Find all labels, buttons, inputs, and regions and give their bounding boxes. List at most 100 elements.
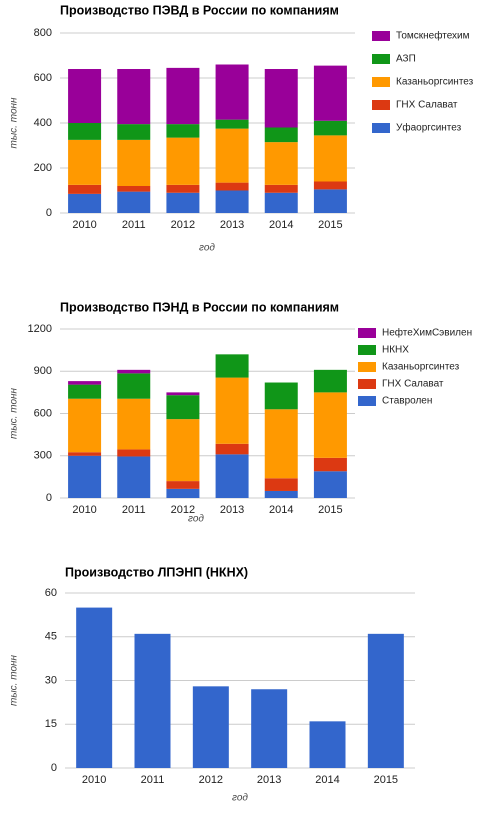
bar bbox=[76, 607, 113, 768]
y-tick-label: 600 bbox=[34, 72, 52, 84]
bar-segment bbox=[215, 454, 249, 498]
bar-segment bbox=[215, 377, 249, 444]
bar-segment bbox=[117, 124, 151, 140]
bar-segment bbox=[313, 471, 347, 498]
x-tick-label: 2011 bbox=[122, 219, 146, 231]
bar-segment bbox=[68, 455, 102, 498]
x-axis-label: год bbox=[199, 243, 215, 254]
y-tick-label: 400 bbox=[34, 117, 52, 129]
bar-segment bbox=[68, 184, 102, 194]
chart-title: Производство ЛПЭНП (НКНХ) bbox=[65, 565, 248, 579]
legend-label: Уфаоргсинтез bbox=[396, 122, 462, 134]
bar-segment bbox=[166, 67, 200, 125]
bar-segment bbox=[68, 381, 102, 385]
x-tick-label: 2015 bbox=[318, 219, 342, 231]
x-tick-label: 2011 bbox=[141, 774, 165, 786]
bar-segment bbox=[68, 193, 102, 213]
bar-segment bbox=[215, 128, 249, 183]
bar-segment bbox=[166, 137, 200, 185]
x-axis-label: год bbox=[232, 793, 248, 804]
legend-swatch bbox=[372, 54, 390, 64]
bar-segment bbox=[215, 354, 249, 378]
bar-segment bbox=[166, 192, 200, 213]
x-tick-label: 2015 bbox=[318, 504, 342, 516]
bar-segment bbox=[68, 139, 102, 185]
legend-label: Казаньоргсинтез bbox=[382, 362, 460, 373]
chart-title: Производство ПЭНД в России по компаниям bbox=[60, 300, 339, 314]
bar-segment bbox=[117, 69, 151, 125]
x-axis-label: год bbox=[188, 514, 204, 525]
bar-segment bbox=[264, 184, 298, 193]
y-tick-label: 600 bbox=[34, 407, 52, 419]
bar-segment bbox=[166, 419, 200, 482]
bar-segment bbox=[117, 191, 151, 213]
bar-segment bbox=[313, 189, 347, 213]
bar-segment bbox=[117, 369, 151, 374]
y-tick-label: 300 bbox=[34, 450, 52, 462]
bar-segment bbox=[264, 382, 298, 410]
legend-swatch bbox=[358, 345, 376, 355]
bar-segment bbox=[215, 443, 249, 455]
x-tick-label: 2010 bbox=[72, 219, 96, 231]
bar-segment bbox=[313, 181, 347, 190]
legend-swatch bbox=[372, 123, 390, 133]
y-axis-label: тыс. тонн bbox=[9, 97, 20, 149]
legend-swatch bbox=[372, 31, 390, 41]
legend-label: НКНХ bbox=[382, 345, 409, 356]
legend-swatch bbox=[358, 362, 376, 372]
bar-segment bbox=[166, 488, 200, 498]
bar-segment bbox=[68, 398, 102, 453]
x-tick-label: 2011 bbox=[122, 504, 146, 516]
x-tick-label: 2012 bbox=[171, 504, 195, 516]
bar-segment bbox=[68, 69, 102, 123]
bar bbox=[367, 633, 404, 768]
bar-segment bbox=[264, 142, 298, 185]
bar-segment bbox=[264, 69, 298, 128]
legend-swatch bbox=[358, 396, 376, 406]
bar-segment bbox=[215, 182, 249, 191]
bar-segment bbox=[117, 186, 151, 192]
legend-swatch bbox=[372, 77, 390, 87]
bar-segment bbox=[68, 452, 102, 456]
bar-segment bbox=[117, 449, 151, 457]
legend-swatch bbox=[372, 100, 390, 110]
legend-label: НефтеХимСэвилен bbox=[382, 327, 472, 339]
chart-title: Производство ПЭВД в России по компаниям bbox=[60, 3, 339, 17]
legend-label: Ставролен bbox=[382, 396, 432, 407]
bar-segment bbox=[166, 392, 200, 396]
y-tick-label: 30 bbox=[45, 674, 57, 686]
x-tick-label: 2014 bbox=[315, 774, 339, 786]
bar-segment bbox=[166, 184, 200, 193]
y-tick-label: 0 bbox=[46, 207, 52, 219]
x-tick-label: 2010 bbox=[72, 504, 96, 516]
legend-label: АЗП bbox=[396, 54, 416, 65]
y-tick-label: 45 bbox=[45, 631, 57, 643]
legend-label: Казаньоргсинтез bbox=[396, 77, 474, 88]
x-tick-label: 2014 bbox=[269, 504, 293, 516]
bar-segment bbox=[117, 373, 151, 399]
y-tick-label: 60 bbox=[45, 587, 57, 599]
y-tick-label: 15 bbox=[45, 718, 57, 730]
legend-swatch bbox=[358, 379, 376, 389]
x-tick-label: 2013 bbox=[220, 504, 244, 516]
y-tick-label: 0 bbox=[46, 492, 52, 504]
x-tick-label: 2014 bbox=[269, 219, 293, 231]
bar-segment bbox=[117, 139, 151, 186]
x-tick-label: 2013 bbox=[257, 774, 281, 786]
legend-swatch bbox=[358, 328, 376, 338]
bar-segment bbox=[117, 398, 151, 450]
bar-segment bbox=[215, 119, 249, 129]
y-tick-label: 200 bbox=[34, 162, 52, 174]
bar-segment bbox=[166, 124, 200, 138]
bar-segment bbox=[68, 384, 102, 399]
bar-segment bbox=[313, 120, 347, 136]
bar-segment bbox=[215, 64, 249, 120]
legend-label: Томскнефтехим bbox=[396, 30, 470, 42]
bar-segment bbox=[117, 456, 151, 498]
bar-segment bbox=[166, 481, 200, 489]
y-tick-label: 0 bbox=[51, 762, 57, 774]
bar-segment bbox=[264, 478, 298, 491]
bar-segment bbox=[68, 123, 102, 140]
bar-segment bbox=[264, 490, 298, 498]
